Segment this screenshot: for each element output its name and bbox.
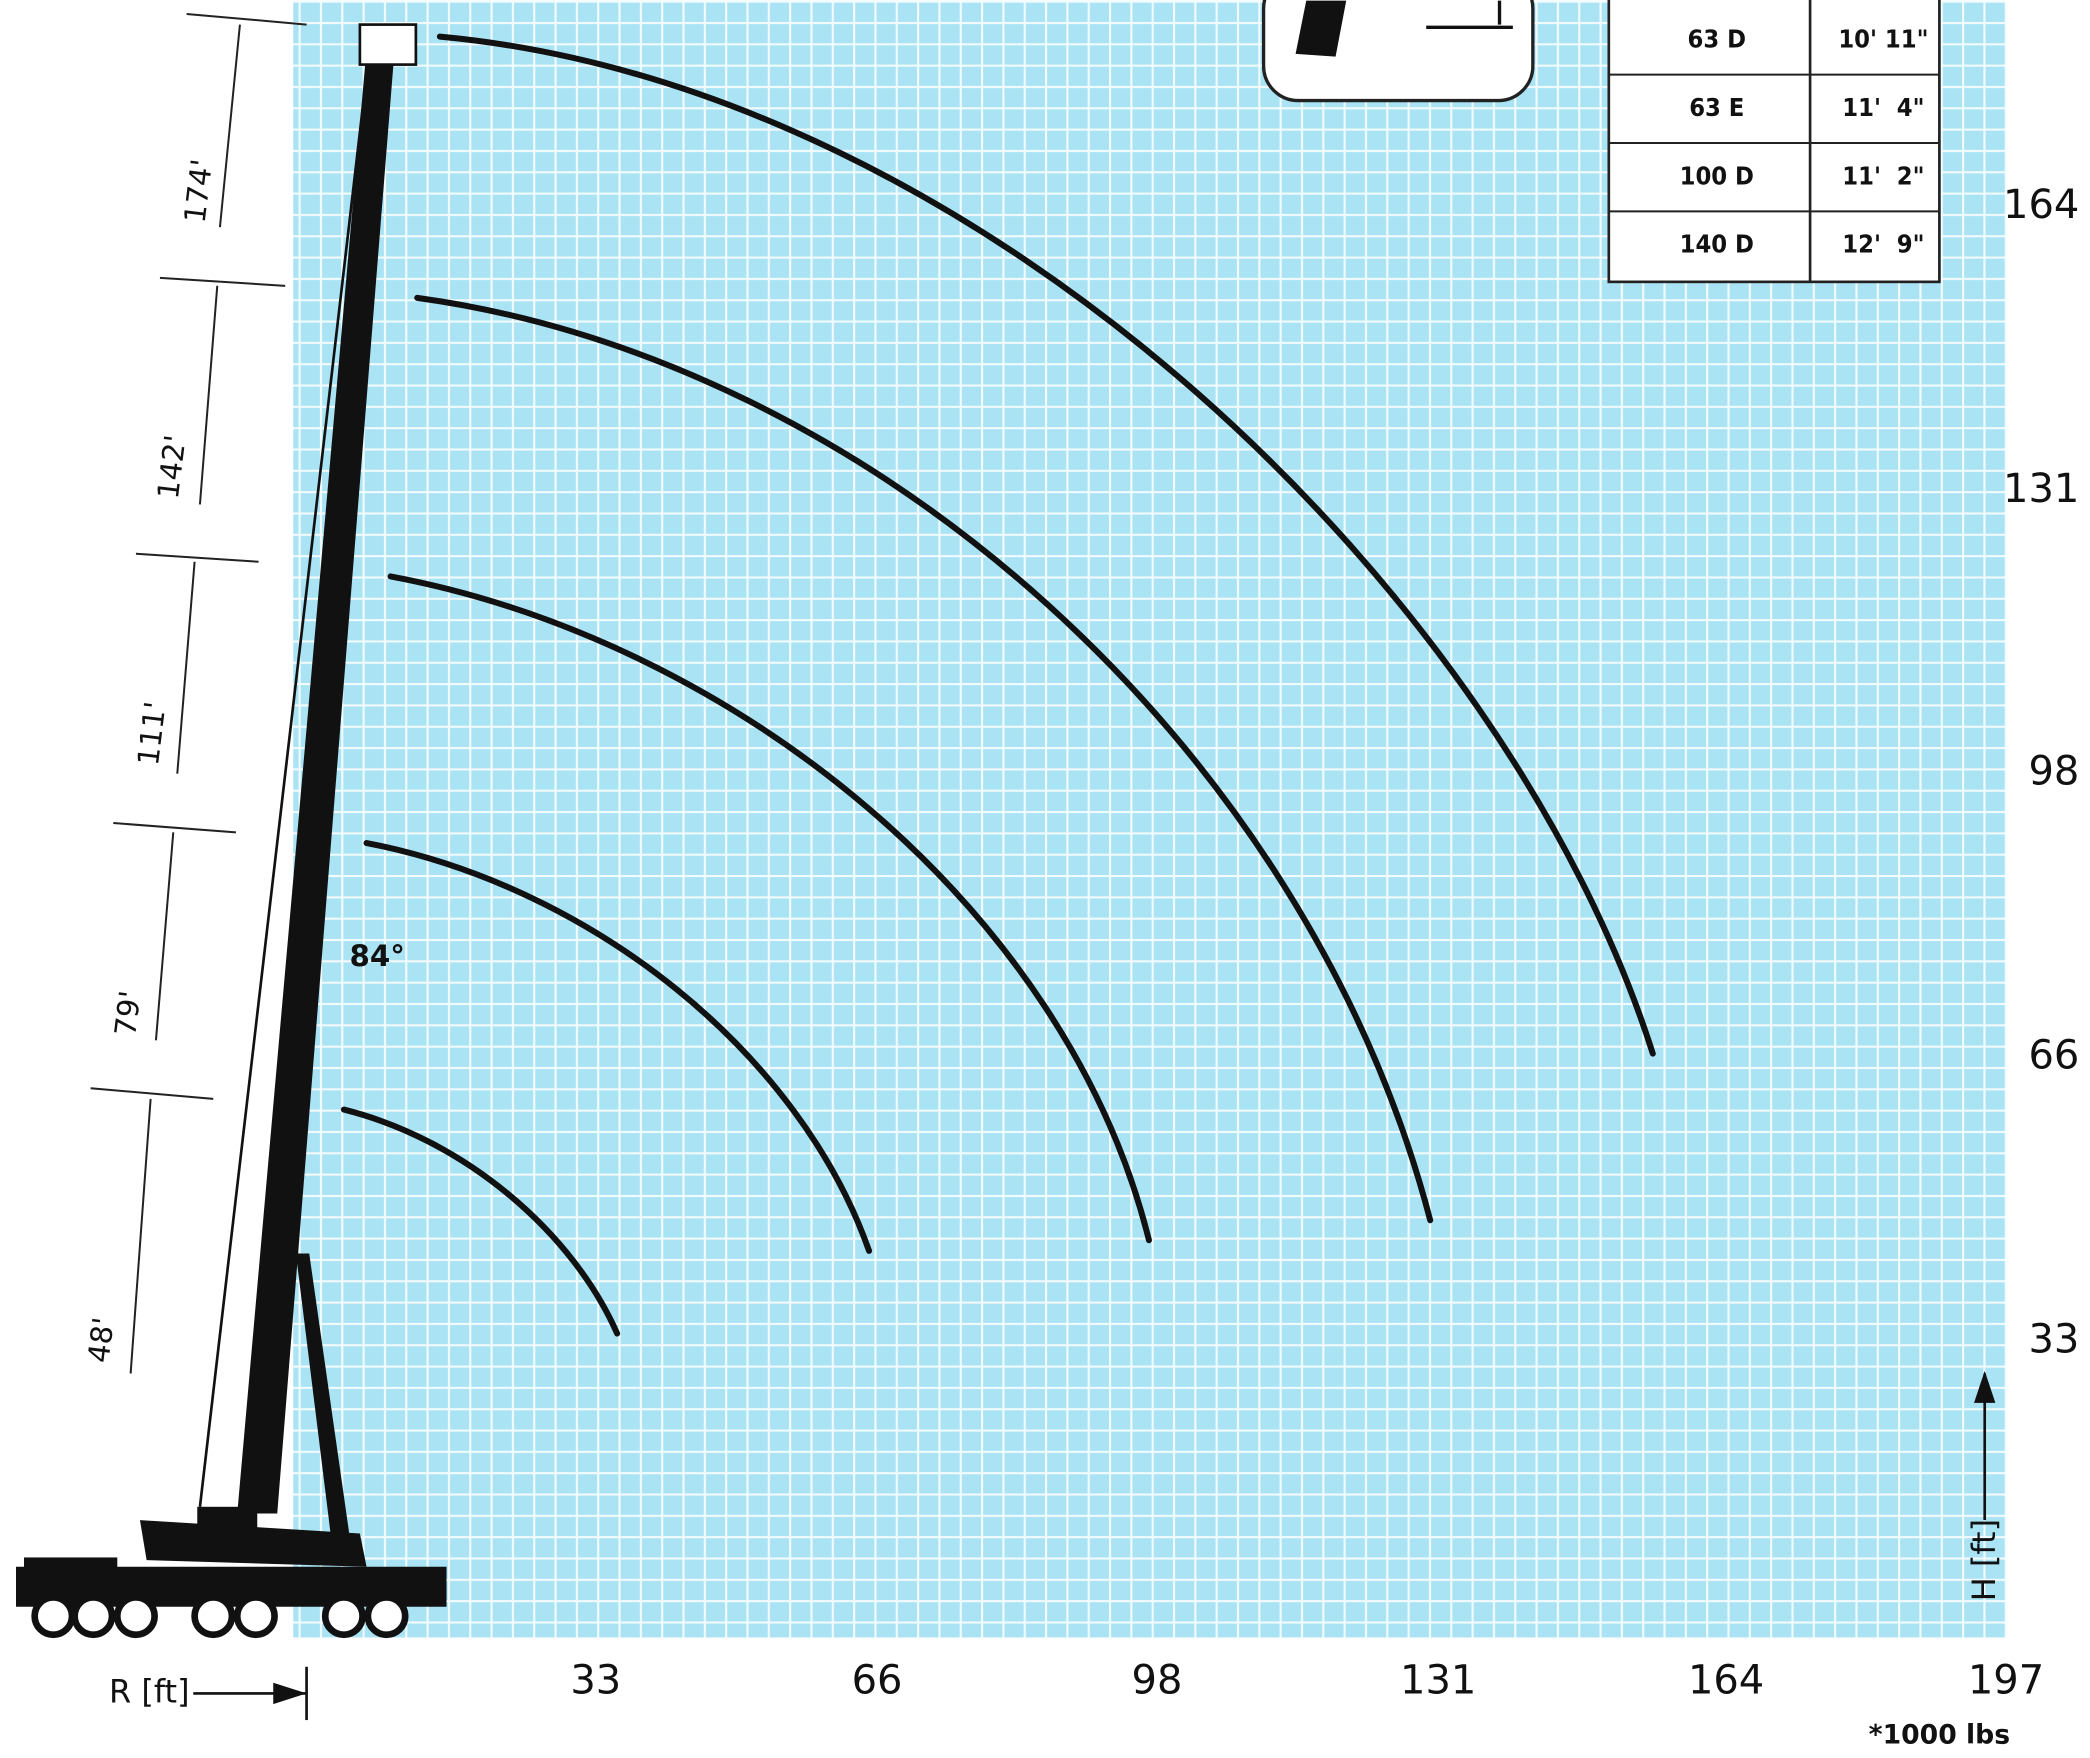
crane	[15, 23, 447, 1639]
table-cell: 63 E	[1689, 92, 1744, 122]
load-curves	[340, 33, 1656, 1337]
x-tick-label: 197	[1968, 1658, 2044, 1704]
x-tick-label: 164	[1688, 1658, 1764, 1704]
boom-length: 174'	[178, 157, 220, 225]
curve	[363, 840, 873, 1254]
h-arrow	[1974, 1370, 1996, 1403]
x-tick-label: 131	[1400, 1658, 1476, 1704]
table-cell: 11' 4"	[1842, 92, 1924, 122]
x-axis-label: R [ft]	[109, 1672, 190, 1710]
r-arrow	[273, 1682, 307, 1705]
boom-length: 79'	[108, 989, 147, 1038]
x-tick-label: 66	[852, 1658, 903, 1704]
y-tick-label: 131	[2003, 466, 2079, 512]
x-tick-label: 98	[1132, 1658, 1183, 1704]
table-cell: 10' 11"	[1838, 24, 1928, 54]
table-cell: 12' 9"	[1842, 229, 1924, 259]
dimension-lines	[90, 12, 307, 1374]
boom-length: 48'	[82, 1315, 121, 1364]
boom-angle: 84°	[349, 939, 404, 973]
y-tick-label: 98	[2028, 749, 2079, 795]
y-tick-label: 33	[2028, 1317, 2079, 1363]
curve	[414, 294, 1434, 1224]
footnote: *1000 lbs	[1869, 1720, 2010, 1751]
table-cell: 63 D	[1688, 24, 1747, 54]
table-cell: 11' 2"	[1842, 160, 1924, 190]
table-cell: 140 D	[1680, 229, 1754, 259]
boom-length: 142'	[151, 433, 193, 501]
boom-length: 111'	[131, 700, 173, 768]
curve	[387, 573, 1152, 1244]
y-axis-label: H [ft]	[1965, 1519, 2003, 1601]
symbol-icon	[1426, 0, 1513, 29]
x-tick-label: 33	[570, 1658, 621, 1704]
curve	[340, 1106, 621, 1337]
y-tick-label: 66	[2028, 1033, 2079, 1079]
outrigger-table	[1607, 0, 1941, 284]
table-cell: 100 D	[1680, 160, 1754, 190]
y-tick-label: 164	[2003, 182, 2079, 228]
symbol-icon	[1295, 0, 1347, 57]
curve	[436, 33, 1656, 1057]
